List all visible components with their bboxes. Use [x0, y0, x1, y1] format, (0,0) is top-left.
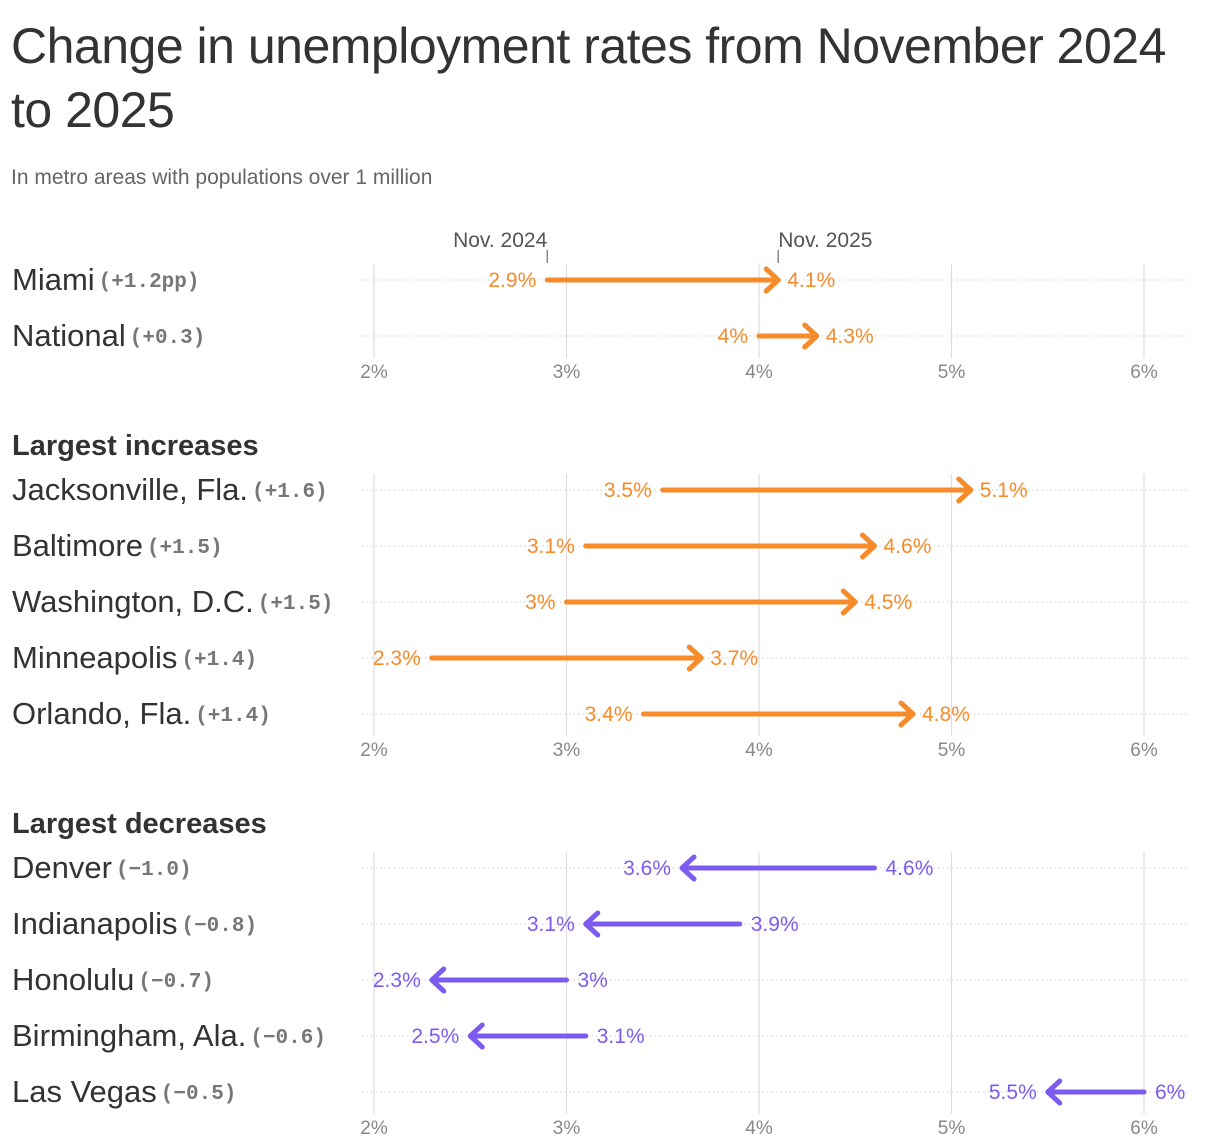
arrow-head	[898, 700, 916, 728]
start-value-label: 3.5%	[604, 479, 652, 502]
arrow-head	[1045, 1078, 1063, 1106]
section-heading: Largest decreases	[12, 808, 267, 840]
end-value-label: 5.5%	[989, 1081, 1037, 1104]
end-value-label: 3.6%	[623, 857, 671, 880]
arrow-head	[429, 966, 447, 994]
end-value-label: 4.5%	[864, 591, 912, 614]
row-name: National	[12, 318, 126, 353]
row-name: Minneapolis	[12, 640, 177, 675]
end-value-label: 3.7%	[710, 647, 758, 670]
start-value-label: 4.6%	[886, 857, 934, 880]
row-name: Birmingham, Ala.	[12, 1018, 246, 1053]
start-value-label: 3.1%	[527, 535, 575, 558]
end-value-label: 2.5%	[411, 1025, 459, 1048]
x-tick-label: 2%	[360, 362, 388, 383]
row-change: (+1.4)	[195, 705, 271, 728]
arrow-head	[956, 476, 974, 504]
x-tick-label: 4%	[745, 1118, 773, 1139]
start-value-label: 6%	[1155, 1081, 1185, 1104]
row-name: Honolulu	[12, 962, 134, 997]
arrow-head	[583, 910, 601, 938]
row-change: (+1.5)	[258, 593, 334, 616]
x-tick-label: 5%	[938, 1118, 966, 1139]
row-change: (−0.5)	[161, 1083, 237, 1106]
row-name: Orlando, Fla.	[12, 696, 191, 731]
x-tick-label: 6%	[1130, 362, 1158, 383]
row-name: Washington, D.C.	[12, 584, 254, 619]
row-change: (+1.2pp)	[99, 271, 200, 294]
start-value-label: 2.3%	[373, 647, 421, 670]
chart-subtitle: In metro areas with populations over 1 m…	[11, 166, 433, 189]
x-tick-label: 6%	[1130, 1118, 1158, 1139]
legend-end-label: Nov. 2025	[778, 229, 872, 252]
end-value-label: 4.8%	[922, 703, 970, 726]
x-tick-label: 3%	[553, 1118, 581, 1139]
row-name: Las Vegas	[12, 1074, 157, 1109]
start-value-label: 3%	[578, 969, 608, 992]
end-value-label: 3.1%	[527, 913, 575, 936]
x-tick-label: 6%	[1130, 740, 1158, 761]
row-change: (−0.8)	[181, 915, 257, 938]
end-value-label: 4.6%	[884, 535, 932, 558]
arrow-head	[763, 266, 781, 294]
start-value-label: 4%	[718, 325, 748, 348]
row-name: Denver	[12, 850, 112, 885]
row-change: (−0.6)	[250, 1027, 326, 1050]
arrow-head	[467, 1022, 485, 1050]
end-value-label: 5.1%	[980, 479, 1028, 502]
arrow-head	[679, 854, 697, 882]
start-value-label: 3.4%	[585, 703, 633, 726]
start-value-label: 3%	[525, 591, 555, 614]
row-change: (+0.3)	[130, 327, 206, 350]
end-value-label: 4.3%	[826, 325, 874, 348]
chart-title: Change in unemployment rates from Novemb…	[11, 18, 1166, 138]
arrow-head	[840, 588, 858, 616]
end-value-label: 4.1%	[787, 269, 835, 292]
row-name: Miami	[12, 262, 95, 297]
section-heading: Largest increases	[12, 430, 259, 462]
arrow-head	[802, 322, 820, 350]
x-tick-label: 5%	[938, 362, 966, 383]
legend-start-label: Nov. 2024	[453, 229, 547, 252]
x-tick-label: 3%	[553, 740, 581, 761]
arrow-head	[860, 532, 877, 560]
arrow-head	[686, 644, 704, 672]
row-change: (−0.7)	[138, 971, 214, 994]
x-tick-label: 4%	[745, 362, 773, 383]
row-name: Jacksonville, Fla.	[12, 472, 248, 507]
x-tick-label: 5%	[938, 740, 966, 761]
row-change: (+1.5)	[147, 537, 223, 560]
row-name: Baltimore	[12, 528, 143, 563]
x-tick-label: 4%	[745, 740, 773, 761]
start-value-label: 3.1%	[597, 1025, 645, 1048]
x-tick-label: 2%	[360, 1118, 388, 1139]
row-change: (+1.4)	[181, 649, 257, 672]
x-tick-label: 3%	[553, 362, 581, 383]
start-value-label: 2.9%	[488, 269, 536, 292]
start-value-label: 3.9%	[751, 913, 799, 936]
row-name: Indianapolis	[12, 906, 177, 941]
x-tick-label: 2%	[360, 740, 388, 761]
row-change: (−1.0)	[116, 859, 192, 882]
end-value-label: 2.3%	[373, 969, 421, 992]
row-change: (+1.6)	[252, 481, 328, 504]
